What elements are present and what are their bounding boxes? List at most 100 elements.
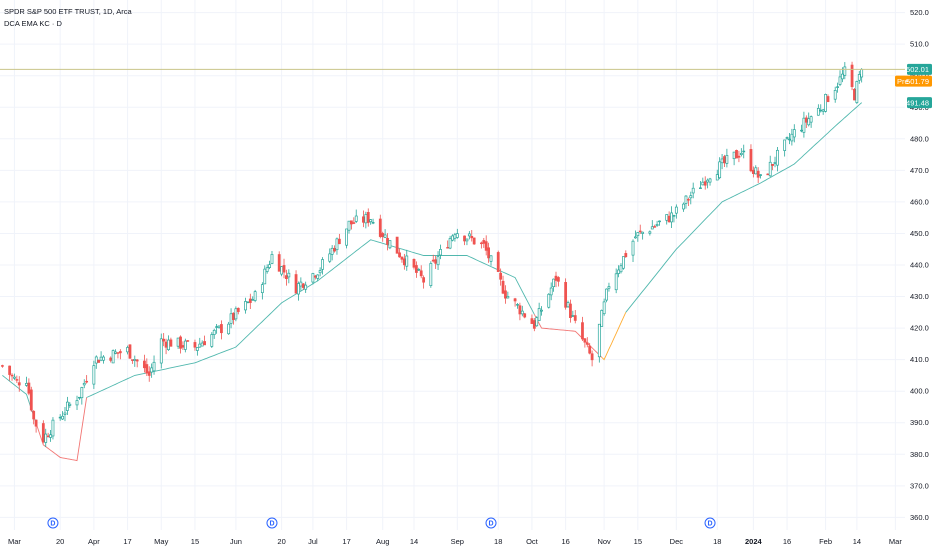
- candle-up: [742, 150, 746, 153]
- candle-up: [102, 356, 105, 361]
- candle-up: [159, 338, 163, 364]
- candle-up: [619, 265, 623, 273]
- candle-up: [227, 323, 231, 335]
- candle-down: [850, 64, 854, 87]
- candle-down: [147, 371, 151, 376]
- candle-down: [378, 218, 382, 237]
- candle-down: [333, 247, 336, 252]
- candle-up: [417, 269, 421, 271]
- price-tick-label: 370.0: [910, 481, 929, 490]
- candle-up: [451, 235, 454, 241]
- time-axis[interactable]: Mar 20 Apr 17 May 15 Jun 20 Jul 17 Aug 14 Sep 18 Oct 16…: [8, 537, 902, 546]
- candle-down: [282, 265, 286, 273]
- candle-up: [80, 387, 84, 399]
- candle-up: [369, 219, 373, 222]
- symbol-title[interactable]: SPDR S&P 500 ETF TRUST, 1D, Arca: [4, 7, 132, 16]
- candle-down: [337, 238, 341, 245]
- candle-down: [181, 345, 185, 348]
- price-tick-label: 450.0: [910, 229, 929, 238]
- candle-up: [126, 347, 129, 353]
- price-tick-label: 380.0: [910, 450, 929, 459]
- price-tick-label: 360.0: [910, 513, 929, 522]
- candle-down: [220, 324, 223, 334]
- candle-down: [588, 345, 592, 354]
- candle-down: [118, 351, 122, 354]
- candle-up: [841, 73, 844, 80]
- dividend-marker: [266, 517, 278, 529]
- last-price-tag-bg: [907, 63, 932, 75]
- candle-up: [287, 272, 291, 278]
- candle-up: [388, 240, 392, 249]
- candle-up: [364, 214, 368, 224]
- candle-down: [771, 163, 775, 166]
- price-tick-label: 410.0: [910, 355, 929, 364]
- time-tick-label: Aug: [376, 537, 389, 546]
- candle-up: [244, 301, 247, 311]
- candle-up: [212, 329, 216, 335]
- time-tick-label: 18: [713, 537, 721, 546]
- candle-up: [636, 232, 640, 237]
- candle-up: [65, 401, 69, 411]
- candle-up: [455, 233, 459, 238]
- candle-down: [766, 173, 770, 176]
- candle-up: [650, 226, 654, 230]
- candle-down: [853, 88, 856, 101]
- candle-down: [412, 258, 416, 268]
- candle-up: [715, 174, 719, 181]
- candle-up: [44, 433, 48, 443]
- candle-up: [641, 231, 645, 234]
- time-tick-label: 18: [494, 537, 502, 546]
- candle-down: [470, 235, 474, 239]
- candle-up: [183, 340, 187, 350]
- candle-up: [13, 376, 16, 379]
- candle-up: [809, 116, 813, 123]
- candle-down: [29, 389, 33, 411]
- candle-up: [699, 187, 702, 189]
- candle-down: [8, 365, 12, 375]
- indicator-segment: [601, 312, 627, 361]
- candle-down: [523, 313, 527, 318]
- candle-down: [504, 290, 507, 299]
- candle-up: [99, 356, 103, 361]
- time-tick-label: Nov: [597, 537, 611, 546]
- candle-down: [624, 253, 628, 258]
- candle-up: [547, 293, 551, 308]
- candle-up: [299, 281, 303, 287]
- candle-down: [419, 270, 423, 277]
- candle-down: [484, 241, 488, 251]
- candle-down: [97, 359, 101, 363]
- candle-up: [405, 255, 409, 267]
- candle-down: [554, 275, 558, 281]
- candle-down: [415, 265, 418, 273]
- candle-up: [318, 270, 322, 274]
- candle-up: [383, 234, 387, 238]
- candle-up: [198, 343, 202, 348]
- candle-down: [501, 280, 505, 294]
- candle-down: [581, 322, 584, 340]
- candle-up: [210, 334, 214, 347]
- candle-up: [838, 76, 842, 85]
- candle-up: [321, 259, 324, 270]
- time-tick-label: Sep: [451, 537, 464, 546]
- candle-down: [395, 236, 399, 254]
- candle-up: [790, 133, 794, 142]
- candle-down: [756, 170, 760, 178]
- candle-up: [807, 118, 811, 126]
- dividend-label: D: [50, 521, 55, 528]
- candle-down: [564, 282, 568, 308]
- candle-down: [402, 258, 406, 266]
- candle-down: [653, 226, 657, 228]
- candle-down: [569, 303, 572, 319]
- candle-up: [836, 86, 840, 88]
- candle-up: [328, 253, 332, 262]
- candle-down: [532, 320, 536, 329]
- candle-up: [345, 228, 348, 246]
- candle-down: [186, 340, 190, 342]
- dividend-label: D: [488, 521, 493, 528]
- indicator-title[interactable]: DCA EMA KC · D: [4, 19, 62, 28]
- candle-up: [150, 367, 154, 373]
